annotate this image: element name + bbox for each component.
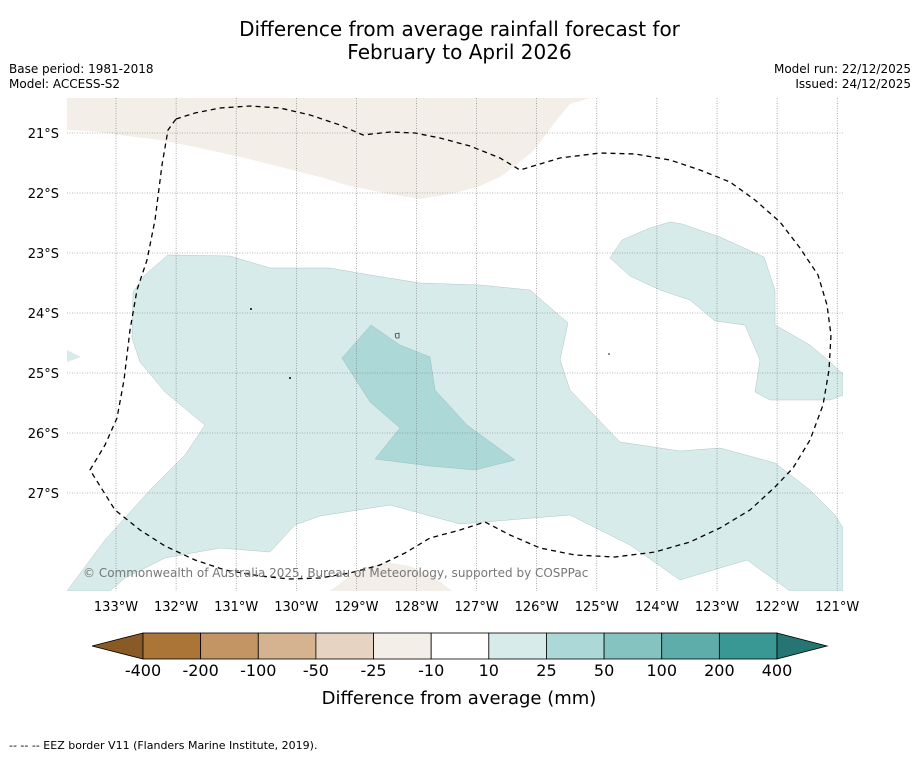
- meta-right: Model run: 22/12/2025 Issued: 24/12/2025: [774, 62, 911, 92]
- dry-anomaly-region-south: [330, 562, 452, 591]
- colorbar-tick-label: 100: [646, 661, 677, 680]
- longitude-label: 122°W: [755, 600, 799, 615]
- meta-left: Base period: 1981-2018 Model: ACCESS-S2: [9, 62, 154, 92]
- colorbar-tick-label: 50: [594, 661, 614, 680]
- colorbar-tick-label: -50: [303, 661, 329, 680]
- latitude-labels: 21°S 22°S 23°S 24°S 25°S 26°S 27°S: [28, 127, 59, 502]
- colorbar-tick-label: 10: [479, 661, 499, 680]
- longitude-label: 124°W: [635, 600, 679, 615]
- colorbar-tick-label: 25: [536, 661, 556, 680]
- wet-anomaly-core: [341, 324, 516, 471]
- longitude-label: 129°W: [334, 600, 378, 615]
- longitude-label: 130°W: [274, 600, 318, 615]
- longitude-label: 121°W: [815, 600, 859, 615]
- latitude-label: 21°S: [28, 127, 59, 142]
- map-title: Difference from average rainfall forecas…: [0, 18, 919, 64]
- longitude-label: 125°W: [575, 600, 619, 615]
- colorbar-tick-label: -200: [182, 661, 218, 680]
- latitude-label: 22°S: [28, 187, 59, 202]
- dry-anomaly-region: [67, 98, 590, 199]
- colorbar-tick-labels: -400 -200 -100 -50 -25 -10 10 25 50 100 200 400: [125, 661, 792, 680]
- latitude-label: 26°S: [28, 427, 59, 442]
- wet-anomaly-region-east: [609, 221, 843, 401]
- latitude-label: 27°S: [28, 487, 59, 502]
- title-line-1: Difference from average rainfall forecas…: [239, 17, 680, 41]
- model-run: Model run: 22/12/2025: [773, 62, 911, 76]
- colorbar-segment: [661, 632, 720, 660]
- colorbar-segment: [430, 632, 490, 660]
- colorbar-segment: [488, 632, 547, 660]
- colorbar-segment: [718, 632, 778, 660]
- colorbar-under-arrow: [91, 632, 144, 660]
- eez-legend-note: -- -- -- EEZ border V11 (Flanders Marine…: [9, 739, 318, 752]
- colorbar-tick-label: -10: [418, 661, 444, 680]
- longitude-label: 123°W: [695, 600, 739, 615]
- island-marker: [250, 308, 252, 310]
- latitude-label: 24°S: [28, 307, 59, 322]
- longitude-label: 126°W: [515, 600, 559, 615]
- colorbar-segment: [257, 632, 317, 660]
- island-marker: [289, 377, 291, 379]
- colorbar-tick-label: -400: [125, 661, 161, 680]
- eez-border: [89, 105, 832, 580]
- rainfall-map: © Commonwealth of Australia 2025, Bureau…: [67, 98, 843, 591]
- latitude-label: 25°S: [28, 367, 59, 382]
- model-name: Model: ACCESS-S2: [9, 77, 121, 91]
- colorbar-segment: [603, 632, 663, 660]
- wet-anomaly-islet: [67, 350, 81, 362]
- longitude-label: 131°W: [214, 600, 258, 615]
- issued-date: Issued: 24/12/2025: [795, 77, 911, 91]
- copyright-text: © Commonwealth of Australia 2025, Bureau…: [83, 566, 588, 580]
- latitude-label: 23°S: [28, 247, 59, 262]
- colorbar-segment: [373, 632, 432, 660]
- colorbar-segment: [315, 632, 374, 660]
- island-marker: [608, 353, 610, 355]
- colorbar-tick-label: 200: [704, 661, 735, 680]
- base-period: Base period: 1981-2018: [9, 62, 154, 76]
- gridlines: [67, 98, 843, 591]
- longitude-label: 127°W: [455, 600, 499, 615]
- longitude-label: 132°W: [154, 600, 198, 615]
- colorbar-over-arrow: [776, 632, 829, 660]
- longitude-label: 133°W: [94, 600, 138, 615]
- longitude-label: 128°W: [394, 600, 438, 615]
- colorbar-segment: [200, 632, 259, 660]
- colorbar-tick-label: -25: [360, 661, 386, 680]
- longitude-labels: 133°W 132°W 131°W 130°W 129°W 128°W 127°W 126°W…: [94, 600, 860, 615]
- colorbar-segment: [142, 632, 202, 660]
- colorbar-label: Difference from average (mm): [322, 688, 597, 709]
- colorbar: [91, 632, 829, 660]
- title-line-2: February to April 2026: [347, 40, 572, 64]
- colorbar-tick-label: 400: [762, 661, 793, 680]
- island-outline: [394, 332, 400, 339]
- colorbar-tick-label: -100: [240, 661, 276, 680]
- colorbar-segment: [546, 632, 605, 660]
